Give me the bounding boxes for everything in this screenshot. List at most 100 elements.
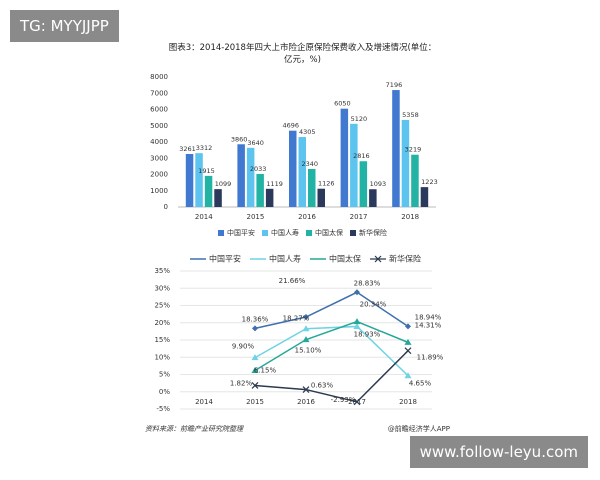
x-tick-label: 2018 <box>399 398 417 406</box>
bar-value-label: 7196 <box>386 81 403 89</box>
series-line <box>254 291 409 330</box>
marker <box>302 336 310 343</box>
bar-value-label: 3219 <box>405 146 422 154</box>
y-tick-label: 0% <box>159 388 170 396</box>
data-label: 18.94% <box>415 313 442 321</box>
data-label: 0.63% <box>311 382 334 390</box>
data-label: 21.66% <box>279 277 306 285</box>
bar-value-label: 3860 <box>231 135 248 143</box>
y-tick-label: 15% <box>154 336 170 344</box>
x-tick-label: 2016 <box>297 398 315 406</box>
marker <box>252 325 258 332</box>
legend-swatch <box>306 230 312 236</box>
bar <box>308 168 316 207</box>
marker <box>251 367 259 374</box>
bar <box>340 108 349 207</box>
legend-label: 中国平安 <box>227 228 255 237</box>
bar <box>401 119 410 207</box>
marker <box>251 354 259 361</box>
bar-value-label: 1099 <box>215 180 232 188</box>
bar <box>289 130 297 207</box>
legend-swatch <box>218 230 224 236</box>
y-tick-label: 7000 <box>150 89 168 97</box>
data-label: 15.10% <box>295 347 322 355</box>
data-label: 20.34% <box>360 301 387 309</box>
data-label: 9.90% <box>232 343 255 351</box>
bar-value-label: 3312 <box>196 144 213 152</box>
marker <box>353 318 361 325</box>
bar <box>237 144 245 207</box>
bar-value-label: 1223 <box>421 178 438 186</box>
y-tick-label: 20% <box>154 319 170 327</box>
marker <box>303 314 309 321</box>
series-line <box>254 325 409 377</box>
data-label: 18.93% <box>354 330 381 338</box>
chart-title: 图表3：2014-2018年四大上市险企原保险保费收入及增速情况(单位：亿元，%… <box>168 43 437 65</box>
marker <box>251 382 259 389</box>
bar-value-label: 2340 <box>301 160 318 168</box>
source-note: 资料来源：前瞻产业研究院整理 <box>145 425 244 433</box>
bar-value-label: 5120 <box>351 115 368 123</box>
marker <box>302 386 310 394</box>
y-tick-label: -5% <box>156 405 170 413</box>
bar-value-label: 6050 <box>334 100 351 108</box>
y-tick-label: 35% <box>154 267 170 275</box>
bar-value-label: 4696 <box>282 122 299 130</box>
bar-value-label: 4305 <box>299 128 316 136</box>
y-tick-label: 30% <box>154 284 170 292</box>
legend-line <box>370 255 386 263</box>
y-tick-label: 1000 <box>150 187 168 195</box>
y-tick-label: 0 <box>164 203 168 211</box>
bar <box>369 189 377 207</box>
bar <box>298 137 306 207</box>
data-label: 1.82% <box>230 379 253 387</box>
data-label: 11.89% <box>417 354 444 362</box>
marker <box>404 347 412 355</box>
bar <box>265 188 274 207</box>
legend-label: 新华保险 <box>359 228 387 237</box>
marker <box>404 338 412 345</box>
legend-swatch <box>262 230 268 236</box>
bar <box>185 154 194 207</box>
data-label: 18.36% <box>242 315 269 323</box>
x-tick-label: 2015 <box>246 213 264 221</box>
series-line <box>254 350 409 403</box>
bar-value-label: 3640 <box>247 139 264 147</box>
bar-value-label: 1915 <box>198 167 215 175</box>
bar-value-label: 5358 <box>402 111 419 119</box>
bar-value-label: 2033 <box>250 165 267 173</box>
data-label: 6.15% <box>254 367 277 375</box>
marker <box>405 323 411 330</box>
y-tick-label: 8000 <box>150 73 168 81</box>
legend-label: 新华保险 <box>389 254 421 264</box>
bar-value-label: 2816 <box>353 152 370 160</box>
bar <box>392 90 400 207</box>
marker <box>302 325 310 332</box>
bar <box>256 173 264 207</box>
marker <box>353 322 361 329</box>
bar <box>195 153 203 207</box>
series-line <box>254 320 409 372</box>
data-label: 18.27% <box>283 315 310 323</box>
y-tick-label: 2000 <box>150 171 168 179</box>
bar-value-label: 1126 <box>318 180 335 188</box>
x-tick-label: 2018 <box>401 213 419 221</box>
credit-note: @前瞻经济学人APP <box>388 424 450 433</box>
marker <box>404 372 412 379</box>
bar <box>350 123 358 207</box>
y-tick-label: 25% <box>154 302 170 310</box>
bar <box>246 147 255 207</box>
legend-swatch <box>350 230 356 236</box>
legend-label: 中国太保 <box>329 254 361 264</box>
y-tick-label: 3000 <box>150 154 168 162</box>
y-tick-label: 6000 <box>150 106 168 114</box>
data-label: 14.31% <box>415 321 442 329</box>
x-tick-label: 2014 <box>195 398 213 406</box>
bar-value-label: 1093 <box>370 180 387 188</box>
bar-value-label: 3261 <box>179 145 196 153</box>
legend-label: 中国太保 <box>315 228 343 237</box>
data-label: -2.93% <box>331 396 356 404</box>
legend-label: 中国人寿 <box>271 228 299 237</box>
bar <box>317 188 325 207</box>
